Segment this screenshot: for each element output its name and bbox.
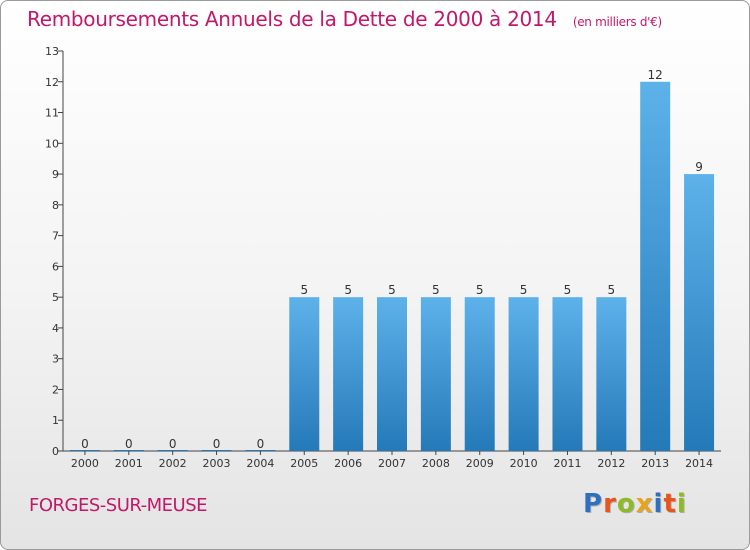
x-tick-label: 2013 <box>641 457 669 470</box>
bar-2010 <box>508 297 539 451</box>
y-tick-label: 13 <box>45 45 59 58</box>
y-tick-label: 6 <box>52 260 59 273</box>
data-label-2014: 9 <box>695 160 703 174</box>
bar-2008 <box>420 297 451 451</box>
data-label-2010: 5 <box>520 283 528 297</box>
logo-letter: x <box>635 489 654 519</box>
x-tick-label: 2000 <box>71 457 99 470</box>
bar-2012 <box>596 297 627 451</box>
y-tick-label: 9 <box>52 168 59 181</box>
place-name: FORGES-SUR-MEUSE <box>29 495 208 516</box>
chart-bars <box>69 81 715 452</box>
x-tick-label: 2010 <box>510 457 538 470</box>
bar-2009 <box>464 297 495 451</box>
y-tick-label: 3 <box>52 353 59 366</box>
y-tick-label: 12 <box>45 76 59 89</box>
data-label-2001: 0 <box>125 437 133 451</box>
logo-letter: r <box>603 489 617 519</box>
y-tick-label: 1 <box>52 414 59 427</box>
x-tick-label: 2001 <box>115 457 143 470</box>
data-label-2000: 0 <box>81 437 89 451</box>
data-label-2004: 0 <box>257 437 265 451</box>
chart-labels: 2000 0 2001 0 2002 0 2003 0 2004 0 2005 5 2006 5 2007 5… <box>71 68 713 470</box>
logo-letter: P <box>583 489 604 519</box>
x-tick-label: 2008 <box>422 457 450 470</box>
proxiti-logo: Proxiti <box>583 489 687 519</box>
logo-letter: i <box>676 489 687 519</box>
x-tick-label: 2011 <box>553 457 581 470</box>
x-tick-label: 2002 <box>159 457 187 470</box>
bar-2014 <box>684 174 715 452</box>
y-tick-label: 2 <box>52 383 59 396</box>
x-tick-label: 2004 <box>246 457 274 470</box>
x-tick-label: 2005 <box>290 457 318 470</box>
data-label-2011: 5 <box>564 283 572 297</box>
x-tick-label: 2014 <box>685 457 713 470</box>
data-label-2012: 5 <box>608 283 616 297</box>
logo-letter: t <box>663 489 677 519</box>
data-label-2003: 0 <box>213 437 221 451</box>
x-tick-label: 2006 <box>334 457 362 470</box>
y-tick-label: 8 <box>52 199 59 212</box>
bar-2013 <box>640 81 671 452</box>
chart-title-text: Remboursements Annuels de la Dette de 20… <box>27 7 557 31</box>
bar-2006 <box>333 297 364 451</box>
chart-subtitle: (en milliers d'€) <box>572 15 662 29</box>
data-label-2009: 5 <box>476 283 484 297</box>
data-label-2005: 5 <box>300 283 308 297</box>
data-label-2006: 5 <box>344 283 352 297</box>
y-tick-label: 4 <box>52 322 59 335</box>
x-tick-label: 2007 <box>378 457 406 470</box>
y-tick-label: 5 <box>52 291 59 304</box>
data-label-2013: 12 <box>648 68 663 82</box>
y-tick-label: 0 <box>52 445 59 458</box>
y-tick-label: 11 <box>45 107 59 120</box>
logo-letter: i <box>653 489 664 519</box>
y-tick-label: 7 <box>52 230 59 243</box>
data-label-2008: 5 <box>432 283 440 297</box>
x-tick-label: 2003 <box>203 457 231 470</box>
chart-title: Remboursements Annuels de la Dette de 20… <box>27 7 662 31</box>
x-tick-label: 2012 <box>597 457 625 470</box>
bar-2011 <box>552 297 583 451</box>
data-label-2007: 5 <box>388 283 396 297</box>
bar-2007 <box>377 297 407 451</box>
y-tick-label: 10 <box>45 137 59 150</box>
data-label-2002: 0 <box>169 437 177 451</box>
logo-letter: o <box>616 489 636 519</box>
x-tick-label: 2009 <box>466 457 494 470</box>
bar-2005 <box>289 297 320 451</box>
